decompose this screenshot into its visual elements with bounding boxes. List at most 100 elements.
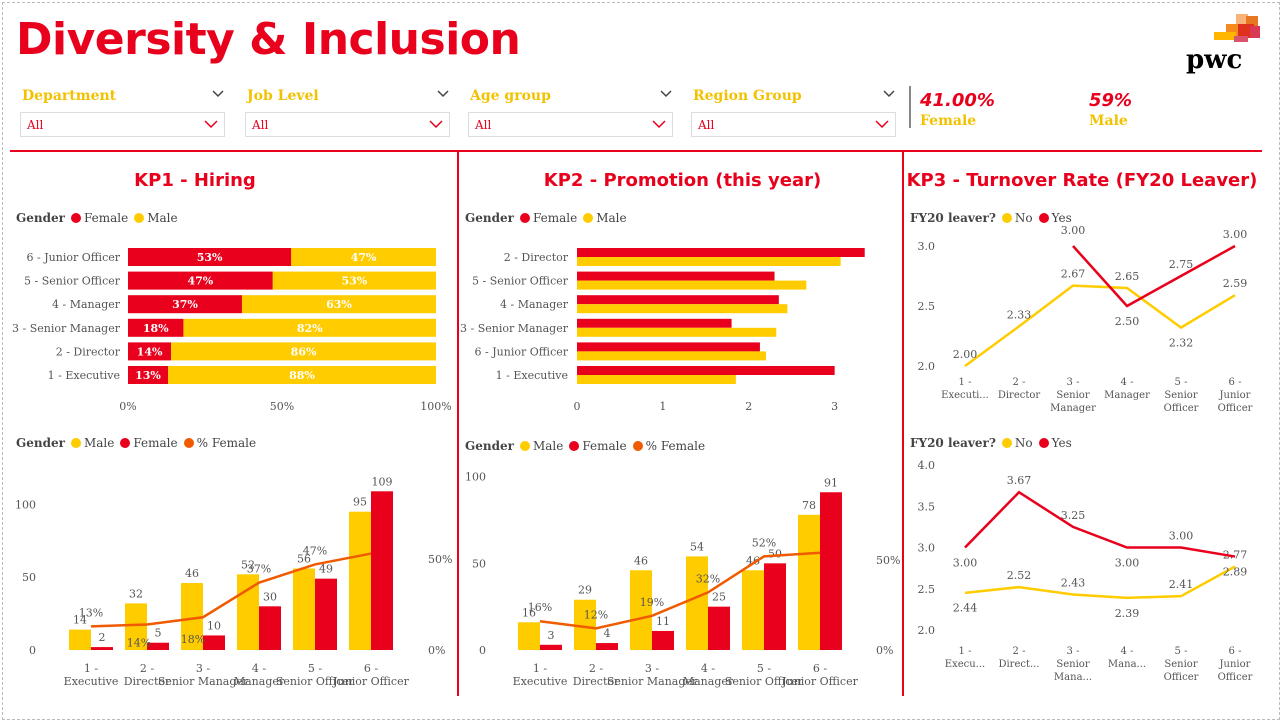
legend-item[interactable]: Male: [596, 211, 627, 225]
bar-male: [518, 622, 540, 650]
chevron-down-icon[interactable]: [429, 118, 443, 130]
bar-female: [577, 366, 835, 375]
legend-item[interactable]: Male: [83, 436, 115, 450]
y2-tick-label: 0%: [428, 644, 445, 657]
legend-item[interactable]: Female: [133, 436, 178, 450]
data-label: 56: [297, 552, 311, 565]
legend-item[interactable]: Male: [147, 211, 178, 225]
bar-male: [293, 568, 315, 650]
category-label: 6 -Junior Officer: [332, 662, 409, 688]
category-label: 5 - Senior Officer: [472, 275, 569, 288]
promotion-chart[interactable]: 2 - Director 5 - Senior Officer 4 - Manage…: [460, 230, 900, 420]
line-series-no: [964, 284, 1236, 368]
category-label: 2 -Director: [998, 377, 1041, 401]
bar-male: [577, 375, 736, 384]
turnover-rate-chart-1[interactable]: 3.0 2.5 2.0 2.00 2.33 2.67 2.65 2.32 2.59 3.00 2.5…: [905, 224, 1265, 418]
category-label: 5 -Senior Officer: [276, 662, 355, 688]
category-label: 3 -Senior Manager: [607, 662, 698, 688]
category-label: 6 -Junior Officer: [1218, 646, 1253, 683]
category-label: 3 -Senior Mana...: [1054, 646, 1092, 683]
legend-swatch: [134, 213, 145, 223]
filter-department[interactable]: Department All: [20, 84, 225, 140]
category-label: 3 -Senior Manager: [1050, 377, 1096, 414]
data-label: 3.00: [953, 557, 978, 570]
bar-male: [686, 556, 708, 650]
filter-value: All: [698, 118, 715, 132]
legend-swatch: [519, 441, 530, 451]
legend-item[interactable]: Yes: [1051, 211, 1072, 225]
data-label: 2.50: [1115, 315, 1140, 328]
data-label: 5: [155, 627, 162, 640]
legend-item[interactable]: % Female: [196, 436, 257, 450]
hiring-counts-chart[interactable]: 100 50 0 50% 0% 14 2 1 -Executive 32 5 2 -Director…: [0, 460, 458, 692]
category-label: 5 -Senior Officer: [1164, 377, 1199, 414]
data-label: 3.25: [1061, 509, 1086, 522]
kpi-value: 59%: [1089, 90, 1133, 111]
bar-female: [128, 295, 242, 314]
legend-item[interactable]: Female: [532, 211, 578, 225]
filter-age-group[interactable]: Age group All: [468, 84, 673, 140]
legend-swatch: [1038, 438, 1049, 448]
chevron-down-icon[interactable]: [652, 118, 666, 130]
legend-item[interactable]: Female: [582, 439, 627, 453]
kpi-divider: [909, 86, 911, 128]
legend-item[interactable]: No: [1014, 211, 1033, 225]
data-label: 3.00: [1061, 224, 1086, 237]
turnover-rate-chart-2[interactable]: 4.0 3.5 3.0 2.5 2.0 2.52 2.43 2.39 2.41 2.77 3.00 3…: [905, 455, 1265, 695]
category-label: 6 - Junior Officer: [475, 345, 569, 358]
chevron-down-icon[interactable]: [882, 86, 896, 100]
bar-female: [128, 366, 169, 384]
data-label: 2.77: [1223, 548, 1248, 561]
data-label: 53%: [341, 275, 367, 288]
y-tick-label: 50: [22, 571, 36, 584]
chevron-down-icon[interactable]: [659, 86, 673, 100]
category-label: 5 -Senior Officer: [1164, 646, 1199, 683]
filter-dropdown[interactable]: All: [245, 112, 450, 137]
category-label: 2 -Direct...: [998, 646, 1039, 670]
data-label: 3: [548, 629, 555, 642]
chevron-down-icon[interactable]: [204, 118, 218, 130]
category-label: 1 -Executive: [64, 662, 119, 688]
data-label: 29: [578, 584, 592, 597]
x-tick-label: 1: [659, 400, 666, 413]
data-label: 13%: [135, 369, 161, 382]
chevron-down-icon[interactable]: [436, 86, 450, 100]
legend-item[interactable]: % Female: [645, 439, 706, 453]
line-series-pct-female: [539, 551, 821, 630]
x-tick-label: 2: [745, 400, 752, 413]
bar-female: [371, 491, 393, 650]
data-label: 2: [99, 631, 106, 644]
y-tick-label: 3.0: [918, 240, 936, 253]
filter-label: Department: [22, 88, 117, 104]
legend-item[interactable]: Female: [83, 211, 129, 225]
filter-job-level[interactable]: Job Level All: [245, 84, 450, 140]
category-label: 1 - Executive: [496, 369, 568, 382]
hiring-share-chart[interactable]: 6 - Junior Officer 53% 47% 5 - Senior Offic…: [0, 230, 458, 420]
promotion-counts-chart[interactable]: 100 50 0 50% 0% 16 3 1 -Executive 29 4 2 -Director…: [460, 460, 900, 692]
category-label: 6 -Junior Officer: [1218, 377, 1253, 414]
bar-male: [241, 295, 436, 314]
filter-dropdown[interactable]: All: [468, 112, 673, 137]
data-label: 37%: [172, 298, 198, 311]
data-label: 52%: [752, 536, 776, 549]
filter-dropdown[interactable]: All: [691, 112, 896, 137]
legend-item[interactable]: No: [1014, 436, 1033, 450]
category-label: 3 -Senior Manager: [158, 662, 249, 688]
y-tick-label: 2.0: [918, 360, 936, 373]
filter-region-group[interactable]: Region Group All: [691, 84, 896, 140]
data-label: 11: [656, 615, 670, 628]
category-label: 5 -Senior Officer: [725, 662, 804, 688]
data-label: 2.89: [1223, 566, 1248, 579]
legend-item[interactable]: Male: [532, 439, 564, 453]
legend-item[interactable]: Yes: [1051, 436, 1072, 450]
bar-male: [577, 280, 807, 290]
chevron-down-icon[interactable]: [211, 86, 225, 100]
data-label: 10: [207, 619, 221, 632]
bar-male: [742, 570, 764, 650]
chevron-down-icon[interactable]: [875, 118, 889, 130]
filter-dropdown[interactable]: All: [20, 112, 225, 137]
bar-male: [574, 599, 596, 650]
bar-female: [128, 248, 292, 266]
data-label: 2.39: [1115, 607, 1140, 620]
filter-value: All: [252, 118, 269, 132]
